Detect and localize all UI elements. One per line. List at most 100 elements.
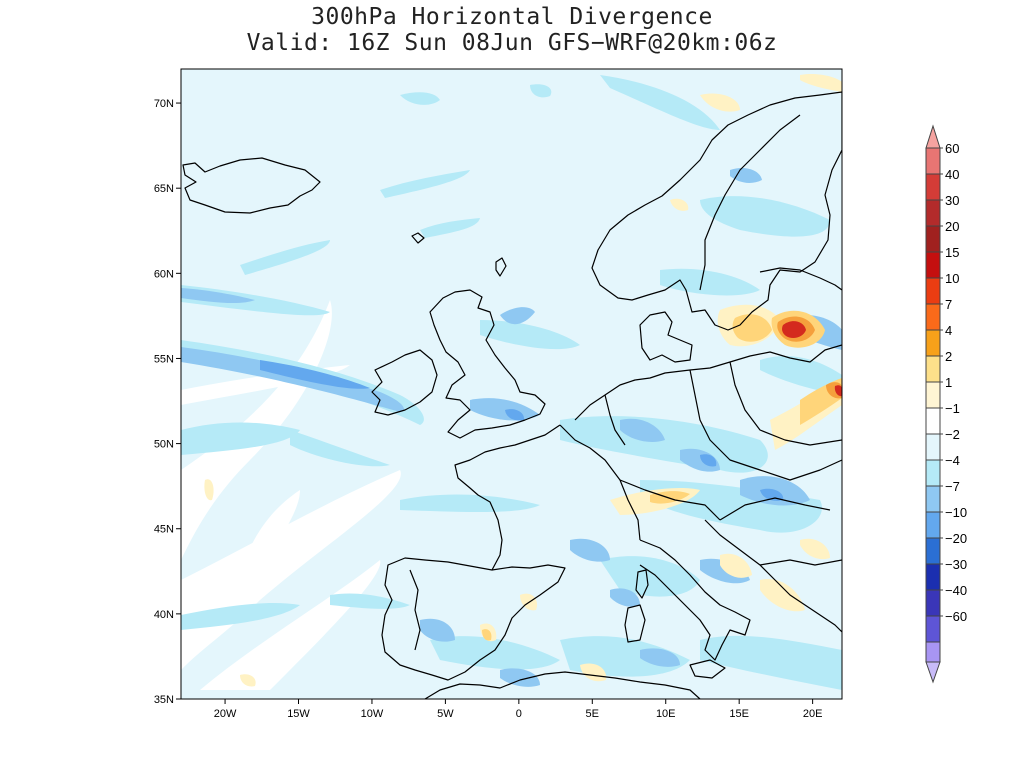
colorbar-swatch <box>925 589 941 617</box>
x-tick-label: 10W <box>361 708 384 720</box>
colorbar-label: −7 <box>945 479 960 494</box>
x-tick-label: 5W <box>437 708 454 720</box>
colorbar-swatch <box>925 381 941 409</box>
coastline-denmark <box>639 311 693 363</box>
coastline-france <box>454 424 561 571</box>
field-positive-band <box>760 579 805 612</box>
colorbar-swatch <box>925 459 941 487</box>
borders-internal <box>619 479 721 521</box>
colorbar-label: 7 <box>945 297 952 312</box>
field-negative-band <box>181 422 300 455</box>
border-spain-portugal <box>409 569 421 651</box>
field-negative-peak <box>505 409 525 421</box>
y-tick-label: 55N <box>154 353 174 365</box>
x-tick-label: 0 <box>516 708 522 720</box>
coastlines <box>182 91 842 699</box>
colorbar-swatch <box>925 303 941 331</box>
field-negative-core <box>181 347 404 412</box>
colorbar-top-arrow <box>925 124 941 149</box>
colorbar-label: 1 <box>945 375 952 390</box>
field-negative-core <box>610 588 640 607</box>
colorbar-swatch <box>925 407 941 435</box>
field-negative-band <box>700 196 830 237</box>
y-tick-label: 60N <box>154 268 174 280</box>
colorbar-swatch <box>925 225 941 253</box>
y-tick-label: 50N <box>154 439 174 451</box>
field-negative-core <box>570 538 610 562</box>
coastline-scandinavia <box>591 91 842 331</box>
coastline-north-africa <box>424 671 701 699</box>
field-negative-band <box>290 430 390 467</box>
colorbar-label: 2 <box>945 349 952 364</box>
field-negative-band <box>600 556 700 597</box>
coastline-iceland <box>182 157 321 214</box>
colorbar-swatch <box>925 355 941 383</box>
coastline-italy <box>639 539 751 661</box>
coastline-iberia <box>381 557 566 681</box>
borders-internal <box>729 361 842 446</box>
colorbar-label: 4 <box>945 323 952 338</box>
field-negative-band <box>400 92 440 105</box>
field-negative-band <box>560 416 768 473</box>
field-negative-band <box>240 240 330 275</box>
map-subtitle: Valid: 16Z Sun 08Jun GFS−WRF@20km:06z <box>246 30 778 56</box>
colorbar-label: 40 <box>945 167 959 182</box>
colorbar-swatch <box>925 173 941 201</box>
latitude-axis: 70N 65N 60N 55N 50N 45N 40N 35N <box>154 98 181 706</box>
coastline-ireland <box>371 349 438 416</box>
colorbar-label: −2 <box>945 427 960 442</box>
colorbar-swatch <box>925 511 941 539</box>
x-tick-label: 10E <box>656 708 676 720</box>
field-positive-core <box>650 491 690 504</box>
field-positive-core <box>482 629 492 641</box>
field-negative-core <box>500 668 540 687</box>
field-negative-band <box>530 84 552 98</box>
colorbar-swatch <box>925 147 941 175</box>
field-negative-core <box>620 418 665 442</box>
colorbar-swatch <box>925 563 941 591</box>
field-negative-band <box>600 75 720 130</box>
colorbar-label: −1 <box>945 401 960 416</box>
colorbar-swatch <box>925 329 941 357</box>
colorbar-swatch <box>925 251 941 279</box>
field-negative-core <box>420 618 455 642</box>
field-negative-core <box>730 168 762 183</box>
colorbar-swatch <box>925 277 941 305</box>
coastline-faroe <box>411 232 425 244</box>
x-tick-label: 20E <box>803 708 823 720</box>
colorbar-swatch <box>925 199 941 227</box>
coastline-gulf-finland <box>759 267 842 291</box>
borders-internal <box>604 394 626 446</box>
field-positive-max <box>782 321 806 338</box>
field-negative-peak <box>260 360 370 389</box>
field-negative-band <box>480 320 580 350</box>
y-tick-label: 70N <box>154 98 174 110</box>
field-negative-band <box>400 494 540 513</box>
x-tick-label: 5E <box>586 708 599 720</box>
longitude-axis: 20W 15W 10W 5W 0 5E 10E 15E 20E <box>214 699 823 720</box>
field-negative-core <box>500 307 535 325</box>
field-positive-band <box>670 198 689 211</box>
coastline-shetland <box>495 257 507 277</box>
coastline-sicily <box>689 659 726 679</box>
colorbar-label: −30 <box>945 557 967 572</box>
colorbar-bottom-arrow <box>925 661 941 684</box>
colorbar: 60 40 30 20 15 10 7 4 2 1 −1 −2 −4 −7 −10 −20 −30 −40 −60 <box>925 124 967 684</box>
field-neutral-band <box>200 560 381 690</box>
field-positive-band <box>700 93 740 112</box>
colorbar-label: −60 <box>945 609 967 624</box>
colorbar-label: 10 <box>945 271 959 286</box>
field-positive-band <box>800 73 842 92</box>
field-negative-band <box>380 170 470 198</box>
field-negative-band <box>700 635 842 690</box>
field-positive-band <box>204 479 214 501</box>
borders-internal <box>719 497 831 521</box>
x-tick-label: 20W <box>214 708 237 720</box>
colorbar-label: 30 <box>945 193 959 208</box>
borders-internal <box>689 369 842 481</box>
colorbar-label: −40 <box>945 583 967 598</box>
colorbar-label: −4 <box>945 453 960 468</box>
field-negative-band <box>181 603 300 630</box>
field-negative-band <box>760 355 842 395</box>
field-negative-band <box>420 218 480 238</box>
